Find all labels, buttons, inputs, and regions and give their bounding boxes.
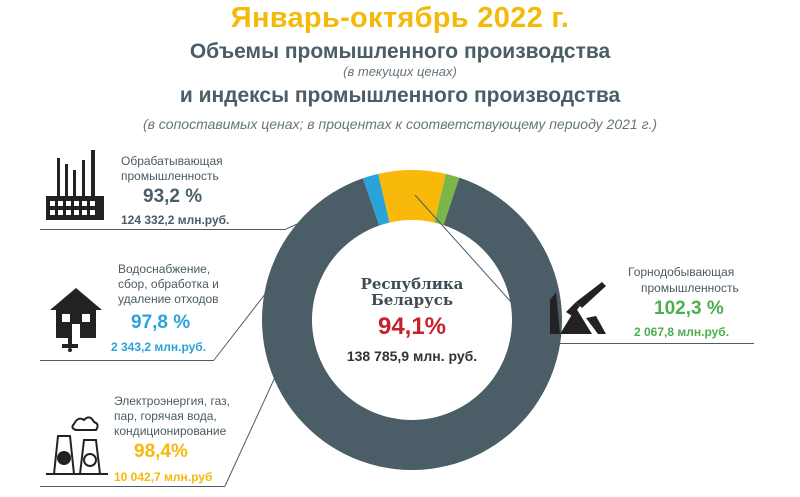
manufacturing-percent: 93,2 % (143, 186, 203, 207)
energy-label-3: кондиционирование (114, 424, 227, 438)
mining-percent: 102,3 % (654, 298, 724, 319)
slice-mining (434, 173, 460, 226)
water-percent: 97,8 % (131, 312, 191, 333)
water-label-1: Водоснабжение, (118, 262, 211, 276)
water-label-2: сбор, обработка и (118, 277, 219, 291)
water-label-3: удаление отходов (118, 292, 219, 306)
mining-icon (550, 282, 606, 334)
slice-manufacturing (262, 177, 562, 470)
energy-percent: 98,4% (134, 441, 188, 462)
center-name-line1: Республика (360, 275, 464, 293)
energy-amount: 10 042,7 млн.руб (114, 470, 213, 484)
note-comparable-prices: (в сопоставимых ценах; в процентах к соо… (142, 116, 658, 132)
house-icon (50, 288, 102, 352)
subtitle-volumes: Объемы промышленного производства (189, 40, 611, 63)
slice-water (362, 173, 390, 226)
slice-energy (378, 170, 446, 223)
center-percent: 94,1% (377, 313, 447, 340)
manufacturing-label-2: промышленность (121, 169, 219, 183)
water-underline (40, 360, 214, 361)
mining-label-2: промышленность (641, 281, 739, 295)
energy-label-2: пар, горячая вода, (114, 409, 217, 423)
center-name-line2: Беларусь (370, 291, 454, 309)
water-amount: 2 343,2 млн.руб. (111, 340, 207, 354)
power-plant-icon (46, 416, 108, 475)
donut-chart (262, 170, 562, 470)
mining-amount: 2 067,8 млн.руб. (634, 325, 730, 339)
subtitle-indices: и индексы промышленного производства (179, 84, 621, 107)
manufacturing-amount: 124 332,2 млн.руб. (121, 213, 230, 227)
manufacturing-label-1: Обрабатывающая (121, 154, 223, 168)
center-amount: 138 785,9 млн. руб. (346, 348, 478, 364)
leader-water (213, 185, 350, 361)
note-current-prices: (в текущих ценах) (343, 64, 457, 79)
donut-svg (262, 170, 562, 470)
leader-mining (414, 194, 549, 344)
chart-title: Январь-октябрь 2022 г. (230, 2, 570, 34)
manufacturing-underline (40, 229, 286, 230)
energy-underline (40, 486, 225, 487)
factory-icon (46, 150, 104, 220)
energy-label-1: Электроэнергия, газ, (114, 394, 230, 408)
mining-underline (548, 343, 754, 344)
mining-label-1: Горнодобывающая (628, 265, 735, 279)
leader-energy (224, 213, 351, 487)
center-label: Республика Беларусь (312, 276, 512, 308)
